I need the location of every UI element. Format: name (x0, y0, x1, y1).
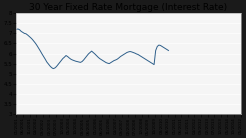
Title: 30 Year Fixed Rate Mortgage (Interest Rate): 30 Year Fixed Rate Mortgage (Interest Ra… (29, 3, 228, 12)
